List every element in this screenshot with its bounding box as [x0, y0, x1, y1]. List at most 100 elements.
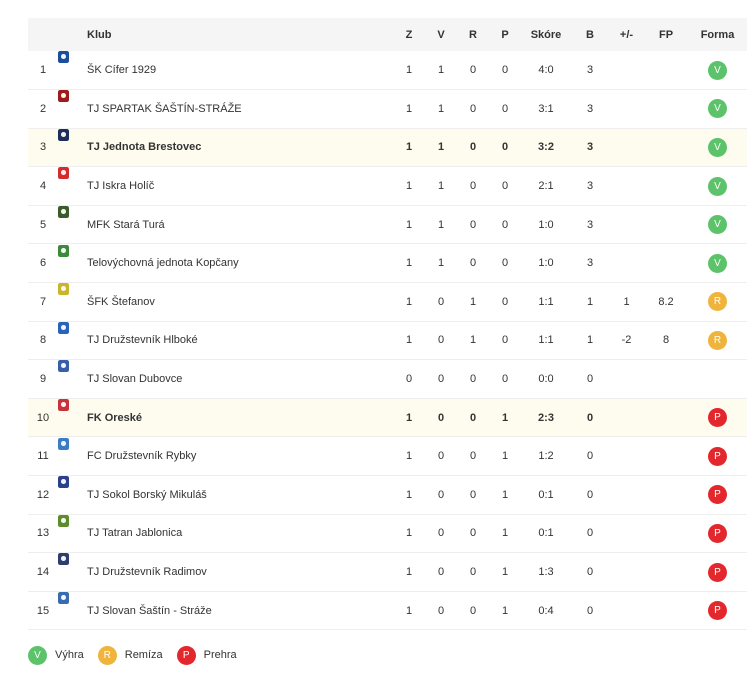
club-crest-icon	[58, 51, 69, 64]
form-badge[interactable]: P	[708, 601, 727, 621]
played-cell: 1	[405, 450, 413, 463]
fair-play-cell	[644, 553, 688, 592]
table-row[interactable]: 12 TJ Sokol Borský Mikuláš 1 0 0 1 0:1 0 P	[28, 476, 747, 515]
standings-table-container: Klub Z V R P Skóre B +/- FP Forma 1 ŠK Cí…	[28, 18, 747, 630]
position-cell: 8	[39, 334, 47, 347]
points-cell: 0	[586, 411, 594, 424]
club-name-link[interactable]: ŠFK Štefanov	[87, 295, 155, 308]
club-crest-icon	[58, 167, 69, 180]
table-row[interactable]: 13 TJ Tatran Jablonica 1 0 0 1 0:1 0 P	[28, 514, 747, 553]
form-badge[interactable]: R	[708, 330, 727, 350]
header-draws[interactable]: R	[469, 28, 477, 41]
draws-cell: 0	[469, 141, 477, 154]
table-row[interactable]: 15 TJ Slovan Šaštín - Stráže 1 0 0 1 0:4 0 P	[28, 591, 747, 630]
draws-cell: 0	[469, 488, 477, 501]
position-cell: 15	[36, 604, 50, 617]
table-row[interactable]: 1 ŠK Cífer 1929 1 1 0 0 4:0 3 V	[28, 51, 747, 90]
losses-cell: 0	[501, 295, 509, 308]
header-club[interactable]: Klub	[87, 28, 112, 41]
standings-table: Klub Z V R P Skóre B +/- FP Forma 1 ŠK Cí…	[28, 18, 747, 630]
form-badge[interactable]: P	[708, 562, 727, 582]
form-cell: V	[688, 51, 747, 90]
losses-cell: 0	[501, 373, 509, 386]
difference-cell	[609, 51, 644, 90]
header-wins[interactable]: V	[437, 28, 445, 41]
table-row[interactable]: 3 TJ Jednota Brestovec 1 1 0 0 3:2 3 V	[28, 128, 747, 167]
form-cell: V	[688, 128, 747, 167]
header-played[interactable]: Z	[405, 28, 413, 41]
club-crest-icon	[58, 128, 69, 141]
form-badge[interactable]: P	[708, 446, 727, 466]
header-difference[interactable]: +/-	[619, 28, 634, 41]
club-logo-cell	[58, 437, 69, 450]
club-name-link[interactable]: ŠK Cífer 1929	[87, 64, 157, 77]
difference-cell	[609, 90, 644, 129]
club-name-link[interactable]: TJ Družstevník Radimov	[87, 566, 207, 579]
header-points[interactable]: B	[586, 28, 594, 41]
position-cell: 13	[36, 527, 50, 540]
form-badge[interactable]: R	[708, 292, 727, 312]
form-cell: V	[688, 90, 747, 129]
club-crest-icon	[58, 437, 69, 450]
header-losses[interactable]: P	[501, 28, 509, 41]
form-cell: V	[688, 205, 747, 244]
table-row[interactable]: 14 TJ Družstevník Radimov 1 0 0 1 1:3 0 P	[28, 553, 747, 592]
club-logo-cell	[58, 399, 69, 411]
form-badge[interactable]: P	[708, 485, 727, 505]
table-row[interactable]: 9 TJ Slovan Dubovce 0 0 0 0 0:0 0	[28, 360, 747, 399]
club-name-link[interactable]: TJ Sokol Borský Mikuláš	[87, 488, 207, 501]
legend-label: Remíza	[124, 649, 163, 661]
table-row[interactable]: 5 MFK Stará Turá 1 1 0 0 1:0 3 V	[28, 205, 747, 244]
form-cell: P	[688, 553, 747, 592]
wins-cell: 0	[437, 450, 445, 463]
form-badge[interactable]: V	[708, 215, 727, 235]
table-row[interactable]: 6 Telovýchovná jednota Kopčany 1 1 0 0 1:0 3 V	[28, 244, 747, 283]
table-row[interactable]: 8 TJ Družstevník Hlboké 1 0 1 0 1:1 1 -2 8 R	[28, 321, 747, 360]
position-cell: 5	[39, 218, 47, 231]
table-row[interactable]: 11 FC Družstevník Rybky 1 0 0 1 1:2 0 P	[28, 437, 747, 476]
form-badge[interactable]: V	[708, 253, 727, 273]
club-name-link[interactable]: MFK Stará Turá	[87, 218, 165, 231]
legend-badge: R	[97, 645, 117, 665]
club-name-link[interactable]: Telovýchovná jednota Kopčany	[87, 257, 239, 270]
table-row[interactable]: 4 TJ Iskra Holíč 1 1 0 0 2:1 3 V	[28, 167, 747, 206]
header-score[interactable]: Skóre	[530, 28, 562, 41]
club-name-link[interactable]: TJ Tatran Jablonica	[87, 527, 183, 540]
score-cell: 1:3	[538, 566, 554, 579]
legend-item: P Prehra	[176, 645, 237, 665]
played-cell: 1	[405, 180, 413, 193]
club-crest-icon	[58, 206, 69, 218]
club-name-link[interactable]: FK Oreské	[87, 411, 143, 424]
fair-play-cell	[644, 437, 688, 476]
form-badge[interactable]: V	[708, 60, 727, 80]
form-badge[interactable]: V	[708, 176, 727, 196]
form-badge[interactable]: V	[708, 137, 727, 157]
form-badge[interactable]: P	[708, 408, 727, 428]
table-row[interactable]: 10 FK Oreské 1 0 0 1 2:3 0 P	[28, 398, 747, 437]
table-row[interactable]: 7 ŠFK Štefanov 1 0 1 0 1:1 1 1 8.2 R	[28, 283, 747, 322]
club-logo-cell	[58, 244, 69, 257]
club-crest-icon	[58, 283, 69, 296]
form-cell: R	[688, 283, 747, 322]
form-badge[interactable]: P	[708, 523, 727, 543]
club-logo-cell	[58, 90, 69, 103]
club-name-link[interactable]: TJ Slovan Šaštín - Stráže	[87, 604, 212, 617]
form-badge[interactable]: V	[708, 99, 727, 119]
club-name-link[interactable]: TJ Slovan Dubovce	[87, 373, 183, 386]
club-name-link[interactable]: TJ SPARTAK ŠAŠTÍN-STRÁŽE	[87, 102, 242, 115]
score-cell: 1:1	[538, 334, 554, 347]
club-name-link[interactable]: FC Družstevník Rybky	[87, 450, 197, 463]
score-cell: 3:1	[538, 102, 554, 115]
points-cell: 1	[586, 334, 594, 347]
club-name-link[interactable]: TJ Iskra Holíč	[87, 180, 155, 193]
club-name-link[interactable]: TJ Jednota Brestovec	[87, 141, 202, 154]
position-cell: 3	[39, 141, 47, 154]
header-fair-play[interactable]: FP	[658, 28, 674, 41]
club-logo-cell	[58, 321, 69, 334]
position-cell: 2	[39, 102, 47, 115]
losses-cell: 0	[501, 102, 509, 115]
table-row[interactable]: 2 TJ SPARTAK ŠAŠTÍN-STRÁŽE 1 1 0 0 3:1 3 V	[28, 90, 747, 129]
club-name-link[interactable]: TJ Družstevník Hlboké	[87, 334, 198, 347]
score-cell: 1:1	[538, 295, 554, 308]
club-crest-icon	[58, 514, 69, 527]
